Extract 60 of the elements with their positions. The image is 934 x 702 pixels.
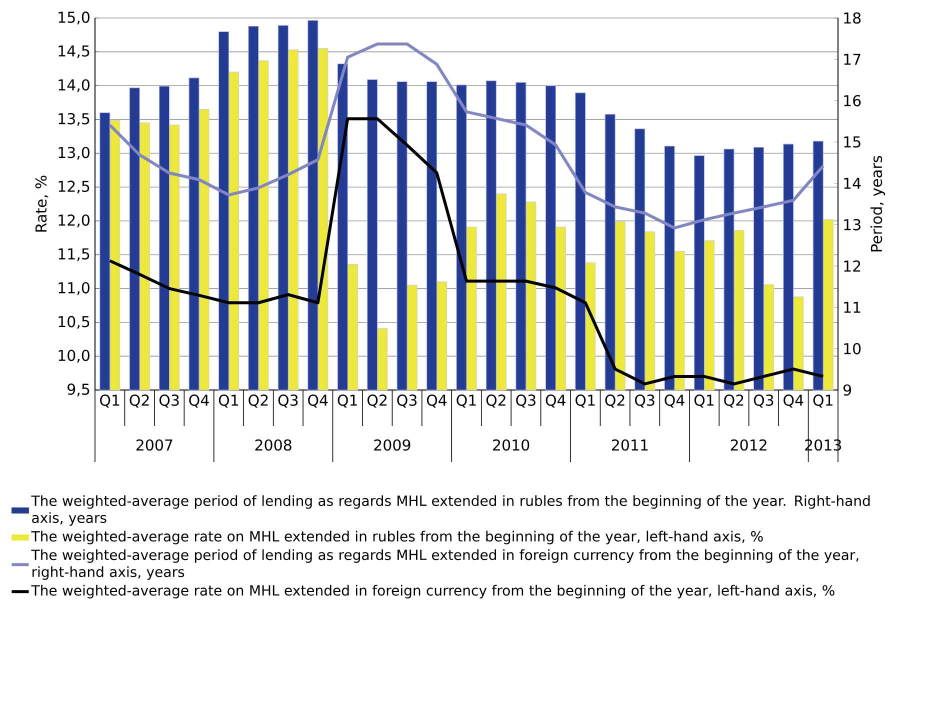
x-tick-label: Q3: [397, 394, 417, 408]
legend-label: The weighted-average rate on MHL extended in rubles from the beginning of the year, left-hand axis, %: [31, 530, 763, 544]
x-tick-label: Q2: [248, 394, 268, 408]
x-tick-label: Q2: [368, 394, 387, 408]
y2-tick-label: 14: [844, 178, 861, 189]
x-tick-label: Q3: [516, 394, 536, 408]
text: 2010: [493, 439, 530, 451]
y-tick-label: 11,0: [58, 282, 90, 295]
x-tick-label: Q3: [159, 394, 179, 408]
y-tick-label: 12,5: [58, 180, 90, 194]
y-tick-label: 14,5: [58, 45, 90, 58]
y-tick-label: 13,5: [58, 113, 90, 126]
text: 2009: [374, 439, 410, 451]
x-tick-label: Q1: [338, 394, 357, 408]
y2-tick-label: 18: [844, 12, 861, 24]
y-tick-label: 12,0: [58, 214, 90, 228]
x-tick-label: Q4: [664, 394, 684, 408]
x-tick-label: Q4: [784, 394, 804, 408]
y2-axis-title: Period, years: [870, 156, 886, 252]
x-tick-label: Q4: [189, 394, 209, 408]
x-tick-label: Q1: [694, 394, 714, 408]
y2-tick-label: 15: [844, 136, 860, 148]
x-tick-label: Q2: [724, 394, 744, 408]
text: 2008: [255, 439, 292, 451]
x-tick-label: Q3: [754, 394, 774, 408]
y-tick-label: 10,5: [58, 316, 90, 329]
x-tick-label: Q1: [576, 394, 595, 408]
x-tick-label: Q2: [130, 394, 149, 408]
x-tick-label: Q3: [278, 394, 298, 408]
y2-tick-label: 10: [844, 342, 861, 354]
x-tick-label: Q2: [605, 394, 624, 408]
legend-label: The weighted-average period of lending as regards MHL extended in foreign currency from the beginning of the year, right-hand axis, years: [31, 549, 858, 580]
x-tick-label: Q1: [218, 394, 238, 408]
text: 2012: [730, 439, 766, 451]
y2-tick-label: 9: [843, 384, 852, 396]
y2-tick-label: 16: [844, 94, 861, 106]
x-tick-label: Q3: [635, 394, 654, 408]
text: 2011: [612, 439, 648, 451]
y2-tick-label: 13: [844, 218, 860, 230]
y2-tick-label: 11: [844, 302, 860, 313]
x-tick-label: Q1: [456, 394, 476, 408]
legend-label: The weighted-average rate on MHL extended in foreign currency from the beginning of the year, left-hand axis, %: [31, 584, 834, 598]
x-tick-label: Q4: [308, 394, 328, 408]
x-tick-label: Q1: [100, 394, 120, 408]
y-tick-label: 13,0: [58, 146, 90, 160]
y2-tick-label: 17: [844, 54, 860, 65]
x-tick-label: Q2: [486, 394, 506, 408]
line-series: [108, 42, 825, 230]
legend-label: The weighted-average period of lending as regards MHL extended in rubles from the beginning of the year. Right-hand axis, years: [31, 495, 870, 526]
y-tick-label: 10,0: [58, 350, 90, 363]
x-tick-label: Q1: [813, 394, 832, 408]
x-tick-label: Q4: [426, 394, 447, 408]
y2-tick-label: 12: [844, 260, 860, 272]
text: 2007: [136, 439, 172, 451]
y-axis-title: Rate, %: [35, 176, 48, 232]
y-tick-label: 15,0: [58, 12, 90, 24]
y-tick-label: 11,5: [58, 248, 90, 262]
x-tick-label: Q4: [546, 394, 566, 408]
y-tick-label: 9,5: [68, 384, 90, 396]
y-tick-label: 14,0: [58, 79, 90, 92]
